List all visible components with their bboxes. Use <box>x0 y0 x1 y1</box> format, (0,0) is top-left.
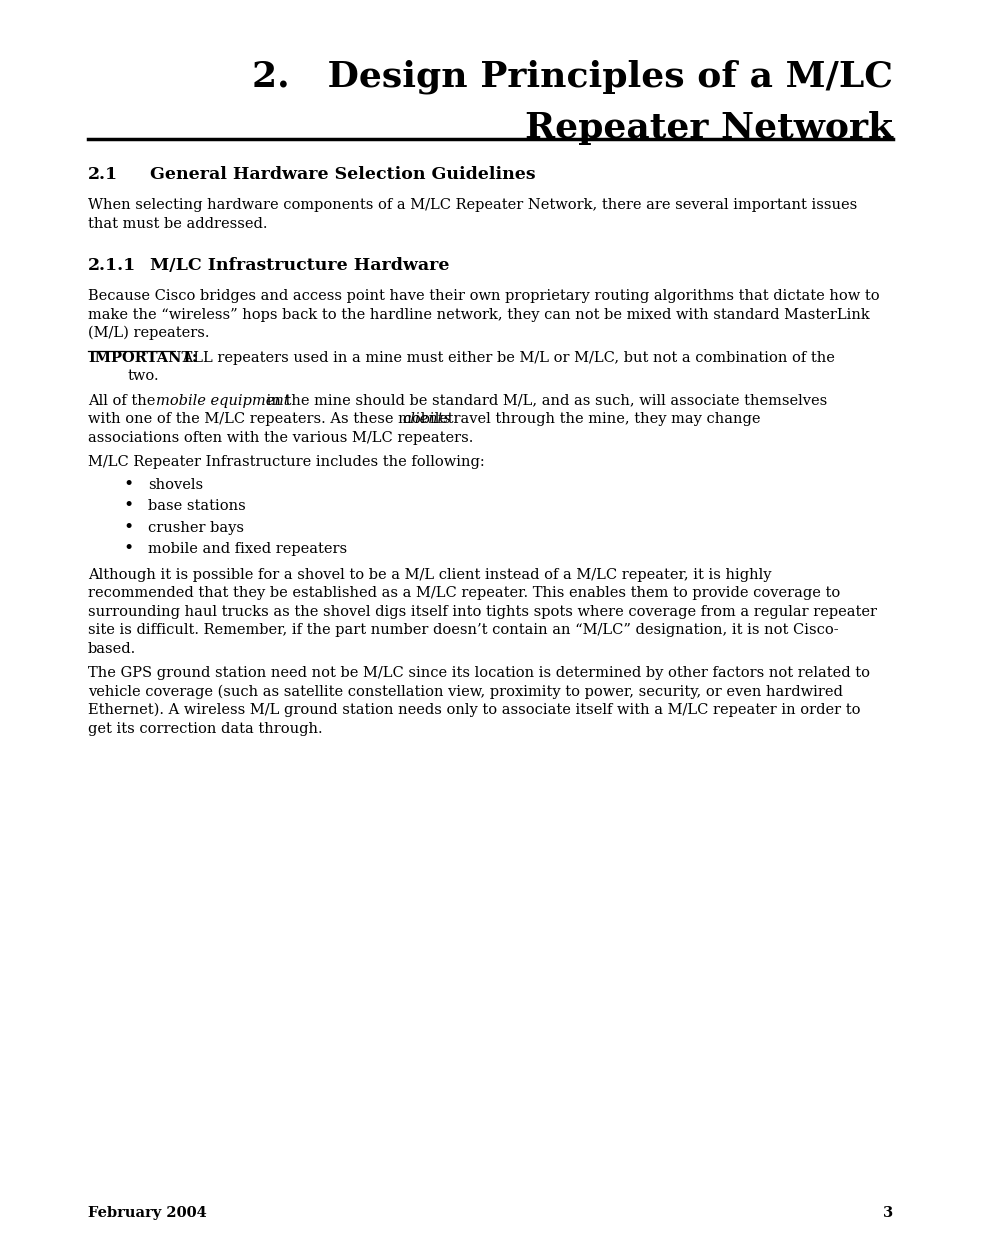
Text: that must be addressed.: that must be addressed. <box>88 216 268 230</box>
Text: shovels: shovels <box>148 478 203 491</box>
Text: 2.1.1: 2.1.1 <box>88 258 136 274</box>
Text: •: • <box>123 498 133 514</box>
Text: Repeater Network: Repeater Network <box>525 111 893 146</box>
Text: February 2004: February 2004 <box>88 1205 207 1220</box>
Text: (M/L) repeaters.: (M/L) repeaters. <box>88 326 210 341</box>
Text: surrounding haul trucks as the shovel digs itself into tights spots where covera: surrounding haul trucks as the shovel di… <box>88 605 877 618</box>
Text: vehicle coverage (such as satellite constellation view, proximity to power, secu: vehicle coverage (such as satellite cons… <box>88 684 843 699</box>
Text: IMPORTANT:: IMPORTANT: <box>88 351 197 364</box>
Text: 2.   Design Principles of a M/LC: 2. Design Principles of a M/LC <box>252 58 893 93</box>
Text: base stations: base stations <box>148 499 246 513</box>
Text: with one of the M/LC repeaters. As these mobile: with one of the M/LC repeaters. As these… <box>88 412 452 425</box>
Text: in the mine should be standard M/L, and as such, will associate themselves: in the mine should be standard M/L, and … <box>262 393 827 408</box>
Text: make the “wireless” hops back to the hardline network, they can not be mixed wit: make the “wireless” hops back to the har… <box>88 307 870 321</box>
Text: All of the: All of the <box>88 393 160 408</box>
Text: M/LC Infrastructure Hardware: M/LC Infrastructure Hardware <box>150 258 449 274</box>
Text: mobile and fixed repeaters: mobile and fixed repeaters <box>148 542 347 556</box>
Text: get its correction data through.: get its correction data through. <box>88 722 323 735</box>
Text: recommended that they be established as a M/LC repeater. This enables them to pr: recommended that they be established as … <box>88 586 841 600</box>
Text: •: • <box>123 475 133 493</box>
Text: based.: based. <box>88 642 136 656</box>
Text: 2.1: 2.1 <box>88 165 118 183</box>
Text: When selecting hardware components of a M/LC Repeater Network, there are several: When selecting hardware components of a … <box>88 198 857 211</box>
Text: crusher bays: crusher bays <box>148 520 244 535</box>
Text: •: • <box>123 540 133 557</box>
Text: 3: 3 <box>883 1205 893 1220</box>
Text: General Hardware Selection Guidelines: General Hardware Selection Guidelines <box>150 165 536 183</box>
Text: site is difficult. Remember, if the part number doesn’t contain an “M/LC” design: site is difficult. Remember, if the part… <box>88 623 839 637</box>
Text: Because Cisco bridges and access point have their own proprietary routing algori: Because Cisco bridges and access point h… <box>88 289 880 304</box>
Text: The GPS ground station need not be M/LC since its location is determined by othe: The GPS ground station need not be M/LC … <box>88 666 870 680</box>
Text: M/LC Repeater Infrastructure includes the following:: M/LC Repeater Infrastructure includes th… <box>88 455 485 469</box>
Text: clients: clients <box>402 412 451 425</box>
Text: ALL repeaters used in a mine must either be M/L or M/LC, but not a combination o: ALL repeaters used in a mine must either… <box>178 351 835 364</box>
Text: two.: two. <box>128 369 160 383</box>
Text: mobile equipment: mobile equipment <box>157 393 290 408</box>
Text: associations often with the various M/LC repeaters.: associations often with the various M/LC… <box>88 430 474 444</box>
Text: travel through the mine, they may change: travel through the mine, they may change <box>443 412 760 425</box>
Text: Although it is possible for a shovel to be a M/L client instead of a M/LC repeat: Although it is possible for a shovel to … <box>88 567 771 581</box>
Text: Ethernet). A wireless M/L ground station needs only to associate itself with a M: Ethernet). A wireless M/L ground station… <box>88 703 860 718</box>
Text: •: • <box>123 519 133 535</box>
